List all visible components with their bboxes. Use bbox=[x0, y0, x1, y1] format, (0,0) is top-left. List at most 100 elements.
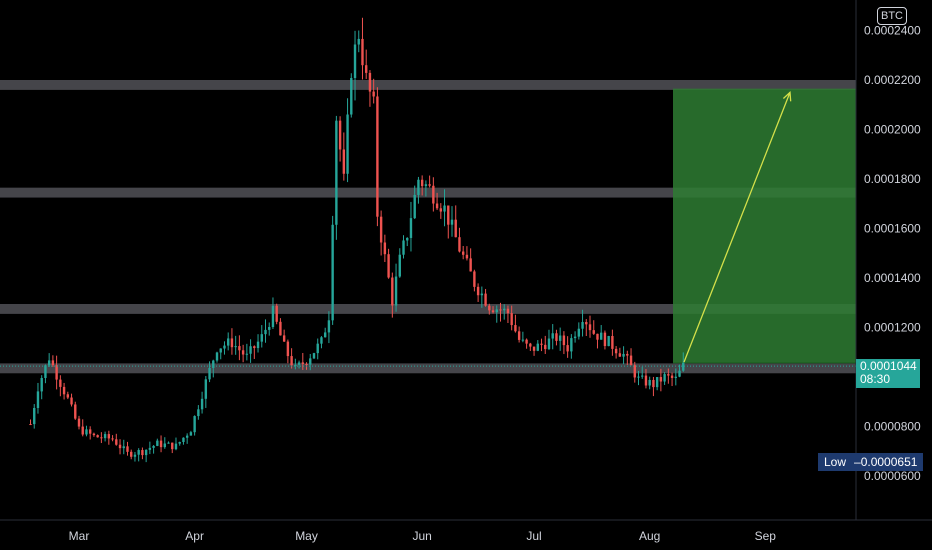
candle-body bbox=[29, 424, 32, 426]
candle-body bbox=[320, 337, 323, 344]
candle bbox=[156, 438, 159, 447]
candle-body bbox=[256, 341, 260, 349]
candle bbox=[387, 248, 390, 279]
bar-countdown: 08:30 bbox=[860, 372, 891, 386]
candle-body bbox=[178, 442, 181, 444]
candle bbox=[465, 246, 469, 261]
candle bbox=[402, 235, 405, 259]
candle-body bbox=[264, 329, 267, 335]
zone-band-0[interactable] bbox=[0, 363, 856, 374]
target-layer bbox=[673, 88, 856, 364]
candle-body bbox=[417, 179, 420, 195]
candle bbox=[264, 319, 267, 343]
zone-band-1[interactable] bbox=[0, 303, 856, 314]
candle-body bbox=[503, 308, 506, 311]
candle-body bbox=[81, 426, 84, 435]
candle bbox=[607, 335, 610, 347]
candle-body bbox=[420, 179, 424, 187]
candle-body bbox=[402, 240, 405, 255]
candle-body bbox=[428, 184, 431, 186]
candle bbox=[88, 426, 92, 440]
candle-body bbox=[51, 360, 55, 366]
candle bbox=[96, 434, 99, 438]
candle-body bbox=[585, 322, 588, 325]
candle bbox=[77, 415, 81, 430]
candle-body bbox=[488, 305, 491, 311]
candle-body bbox=[85, 429, 88, 435]
candle-body bbox=[331, 224, 334, 321]
candle-body bbox=[338, 120, 342, 150]
candle-body bbox=[152, 445, 155, 448]
candle bbox=[551, 324, 554, 350]
candle bbox=[111, 435, 114, 442]
candle bbox=[282, 329, 286, 342]
candle-body bbox=[409, 218, 413, 238]
candle-body bbox=[55, 365, 58, 380]
candle bbox=[215, 351, 219, 363]
zone-band-2[interactable] bbox=[0, 187, 856, 198]
low-value-text: 0.0000651 bbox=[860, 455, 918, 469]
candle-body bbox=[383, 242, 387, 255]
candle-body bbox=[562, 335, 566, 346]
candle bbox=[637, 370, 640, 386]
y-tick-label: 0.0001400 bbox=[864, 271, 921, 285]
zone-band-3[interactable] bbox=[0, 80, 856, 90]
candle bbox=[413, 185, 416, 220]
candle-body bbox=[92, 433, 96, 436]
candle-body bbox=[279, 321, 282, 336]
candle-body bbox=[670, 375, 674, 378]
candle bbox=[256, 334, 260, 353]
candle bbox=[174, 437, 178, 451]
candle bbox=[152, 445, 155, 454]
candle-body bbox=[491, 310, 495, 313]
candle-body bbox=[59, 379, 62, 387]
candle bbox=[570, 334, 573, 359]
y-tick-label: 0.0000800 bbox=[864, 420, 921, 434]
candle bbox=[469, 248, 472, 272]
candle-body bbox=[185, 435, 189, 438]
candle-body bbox=[361, 38, 364, 66]
time-axis[interactable]: Mar Apr May Jun Jul Aug Sep bbox=[69, 529, 777, 543]
candle bbox=[514, 314, 517, 333]
candle-body bbox=[648, 379, 651, 386]
candle bbox=[588, 315, 592, 338]
candle-body bbox=[156, 440, 159, 446]
candle bbox=[495, 305, 498, 323]
candle-body bbox=[368, 72, 372, 92]
candle bbox=[148, 441, 152, 455]
candle bbox=[443, 189, 446, 227]
candle-body bbox=[495, 309, 498, 313]
candle-body bbox=[118, 444, 122, 449]
candle bbox=[678, 364, 681, 378]
candle bbox=[204, 376, 208, 408]
candle bbox=[409, 201, 413, 252]
candle bbox=[577, 322, 581, 340]
trend-arrow-line[interactable] bbox=[683, 92, 791, 363]
candle bbox=[51, 355, 55, 368]
candle bbox=[144, 449, 148, 463]
target-box[interactable] bbox=[673, 88, 856, 363]
candle-body bbox=[480, 293, 484, 296]
candle-body bbox=[88, 429, 92, 434]
price-axis[interactable]: 0.0002400 0.0002200 0.0002000 0.0001800 0.00… bbox=[864, 24, 921, 484]
candle bbox=[573, 331, 577, 343]
candle bbox=[361, 17, 364, 80]
candle-body bbox=[323, 332, 327, 338]
candle-body bbox=[641, 375, 644, 377]
candle-body bbox=[141, 450, 144, 456]
candle-body bbox=[555, 333, 558, 341]
candle-body bbox=[540, 343, 543, 345]
candle bbox=[529, 342, 532, 352]
candle bbox=[253, 345, 256, 359]
candle bbox=[200, 391, 204, 414]
candle bbox=[614, 346, 618, 359]
x-tick-label: Aug bbox=[639, 529, 660, 543]
candle bbox=[506, 305, 510, 324]
candle bbox=[432, 177, 435, 212]
candle bbox=[652, 376, 655, 397]
currency-badge[interactable]: BTC bbox=[877, 7, 907, 25]
candle-body bbox=[607, 336, 610, 347]
candle bbox=[540, 338, 543, 352]
